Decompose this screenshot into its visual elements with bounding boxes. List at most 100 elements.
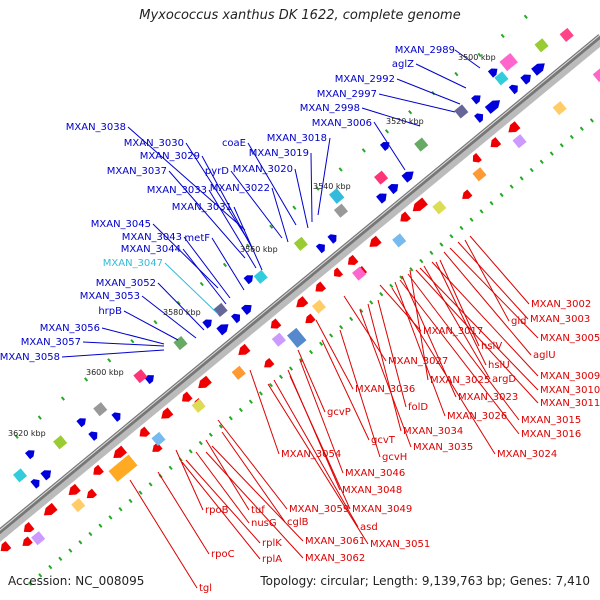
feature-block [108,454,138,482]
leader-line [378,93,456,113]
gene-feature [315,281,327,292]
gene-label: MXAN_3003 [530,314,590,325]
gene-label: MXAN_3045 [91,219,151,230]
scale-tick [292,205,297,210]
gene-feature [202,319,212,329]
feature-block [93,402,108,417]
gene-feature [68,483,81,495]
leader-line [373,121,406,171]
feature-block [71,498,86,513]
gene-label: MXAN_3026 [447,411,507,422]
gene-feature [327,234,337,244]
leader-line [221,431,286,523]
gc-tick [138,490,143,495]
feature-block [454,104,469,119]
tick-label: 3580 kbp [163,308,201,317]
gc-tick [579,126,584,131]
gene-label: gcvH [382,452,407,463]
gc-tick [489,200,494,206]
feature-block [311,299,327,314]
scale-tick [246,243,251,249]
leader-line [267,383,369,545]
gene-feature [216,324,229,336]
leader-line [435,261,487,366]
gene-feature [508,84,518,95]
leader-line [181,461,261,560]
leader-line [157,282,205,331]
gc-tick [309,349,314,355]
leader-line [208,189,257,269]
tick-label: 3540 kbp [313,182,351,191]
gc-tick [118,507,123,512]
scale-tick [107,358,112,363]
feature-block [559,27,574,42]
leader-line [201,155,253,249]
gene-feature [484,100,501,114]
gene-label: MXAN_3025 [430,375,490,386]
gc-tick [38,573,43,578]
gene-feature [238,343,251,355]
leader-line [297,349,326,413]
gene-label: nusG [251,518,277,529]
gene-feature [508,121,521,133]
gene-feature [241,304,252,315]
scale-tick [523,14,528,19]
gene-label: MXAN_3011 [540,398,600,409]
scale-tick [199,281,204,287]
scale-tick [222,262,227,268]
gc-tick [409,267,414,272]
feature-block [512,134,527,149]
feature-block [173,336,188,351]
gc-tick [399,275,404,280]
gene-feature [40,470,52,481]
gc-tick [539,159,544,164]
leader-line [185,459,261,544]
gene-label: pyrD [205,166,229,177]
gene-label: aglU [533,350,556,361]
scale-tick [269,224,274,229]
leader-line [217,419,288,510]
gene-label: aglZ [392,59,414,70]
feature-block [271,332,286,347]
gene-label: MXAN_3027 [388,356,448,367]
scale-tick [14,434,19,439]
feature-block [213,302,228,317]
feature-block [499,52,518,72]
leader-line [205,451,304,559]
gc-tick [298,358,304,363]
gene-label: MXAN_2992 [335,74,395,85]
leader-line [299,359,344,474]
feature-block [53,435,68,450]
gene-label: MXAN_3019 [249,148,309,159]
genome-summary: Topology: circular; Length: 9,139,763 bp… [260,574,590,588]
scale-tick [338,167,343,172]
gene-feature [369,235,382,247]
leader-line [233,206,263,271]
leader-line [127,126,246,231]
gene-label: MXAN_3051 [370,539,430,550]
gene-label: MXAN_3036 [355,384,415,395]
gene-label: MXAN_3062 [305,553,365,564]
leader-line [423,265,491,380]
gene-label: MXAN_2998 [300,103,360,114]
feature-block [329,188,345,204]
gc-tick [98,523,103,528]
gene-feature [474,113,484,123]
gc-tick [419,258,424,264]
leader-line [289,375,351,510]
leader-line [164,262,219,315]
leader-line [211,445,304,542]
gene-feature [23,522,35,533]
gc-tick [278,374,284,380]
gene-feature [43,502,58,516]
gc-tick [359,308,364,313]
feature-block [31,531,46,546]
gc-tick [238,407,243,413]
leader-line [415,269,539,404]
gene-feature [144,375,154,385]
tick-label: 3560 kbp [240,245,278,254]
leader-line [343,295,387,362]
tick-label: 3600 kbp [86,368,124,377]
feature-block [287,327,307,348]
